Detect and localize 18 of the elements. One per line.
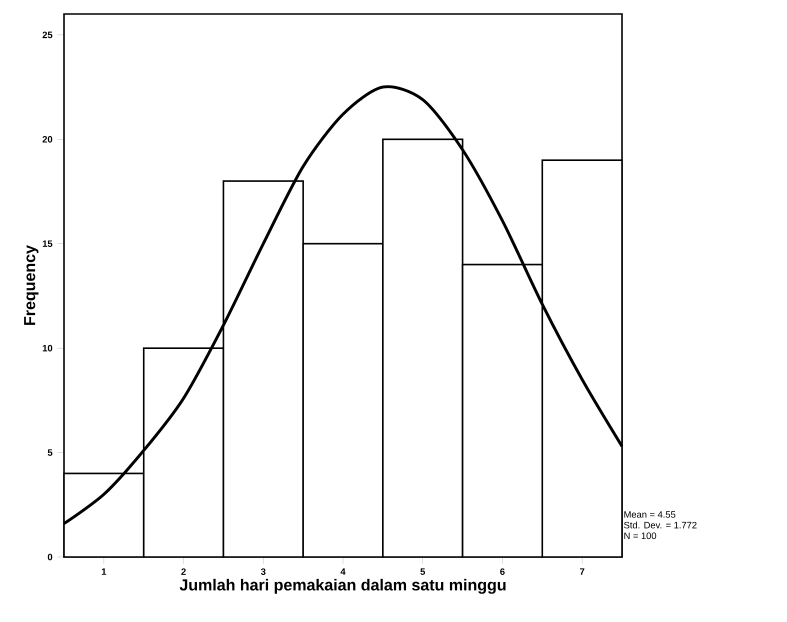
x-tick-label: 4	[340, 568, 346, 575]
x-tick-label: 3	[260, 568, 266, 575]
x-axis-title: Jumlah hari pemakaian dalam satu minggu	[180, 578, 506, 594]
y-tick-label: 10	[42, 344, 52, 352]
y-tick-label: 15	[42, 240, 52, 247]
y-tick-label: 5	[48, 449, 52, 456]
x-tick-label: 5	[420, 568, 426, 575]
y-tick-label: 0	[48, 554, 52, 560]
x-tick-label: 7	[580, 568, 584, 575]
y-tick-label: 20	[42, 136, 52, 143]
text: Mean = 4.55	[624, 511, 676, 518]
text: N = 100	[624, 532, 656, 540]
text: Std. Dev. = 1.772	[624, 522, 697, 528]
y-axis-title: Frequency	[24, 245, 38, 325]
y-tick-label: 25	[42, 32, 52, 38]
x-tick-label: 6	[500, 568, 505, 575]
x-tick-label: 2	[181, 568, 186, 575]
x-tick-label: 1	[102, 568, 106, 575]
